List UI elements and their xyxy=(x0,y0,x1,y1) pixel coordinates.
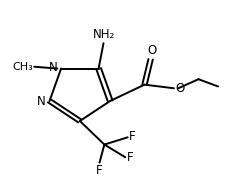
Text: N: N xyxy=(36,95,45,108)
Text: F: F xyxy=(129,130,135,143)
Text: O: O xyxy=(147,45,156,57)
Text: O: O xyxy=(175,82,185,95)
Text: F: F xyxy=(96,164,103,178)
Text: F: F xyxy=(126,151,133,164)
Text: N: N xyxy=(49,61,58,74)
Text: CH₃: CH₃ xyxy=(12,62,33,72)
Text: NH₂: NH₂ xyxy=(92,28,115,41)
